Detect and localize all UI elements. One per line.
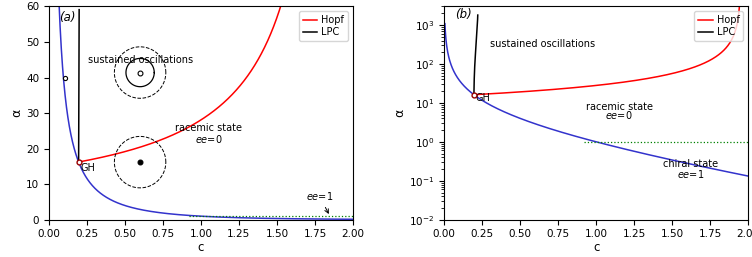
Text: sustained oscillations: sustained oscillations bbox=[490, 39, 596, 49]
Text: $ee$=0: $ee$=0 bbox=[605, 109, 633, 121]
X-axis label: c: c bbox=[593, 241, 599, 254]
Text: chiral state: chiral state bbox=[663, 159, 718, 169]
Legend: Hopf, LPC: Hopf, LPC bbox=[299, 11, 348, 41]
Text: $ee$=0: $ee$=0 bbox=[195, 133, 223, 145]
Text: (a): (a) bbox=[59, 11, 76, 24]
Text: $ee$=1: $ee$=1 bbox=[306, 190, 333, 213]
Text: GH: GH bbox=[475, 93, 490, 103]
Text: (b): (b) bbox=[455, 8, 472, 21]
Legend: Hopf, LPC: Hopf, LPC bbox=[694, 11, 744, 41]
X-axis label: c: c bbox=[198, 241, 204, 254]
Text: racemic state: racemic state bbox=[586, 102, 653, 112]
Y-axis label: α: α bbox=[393, 109, 406, 117]
Text: racemic state: racemic state bbox=[175, 123, 242, 133]
Text: $ee$=1: $ee$=1 bbox=[677, 168, 704, 180]
Text: sustained oscillations: sustained oscillations bbox=[87, 55, 193, 65]
Y-axis label: α: α bbox=[11, 109, 23, 117]
Text: GH: GH bbox=[80, 163, 95, 173]
